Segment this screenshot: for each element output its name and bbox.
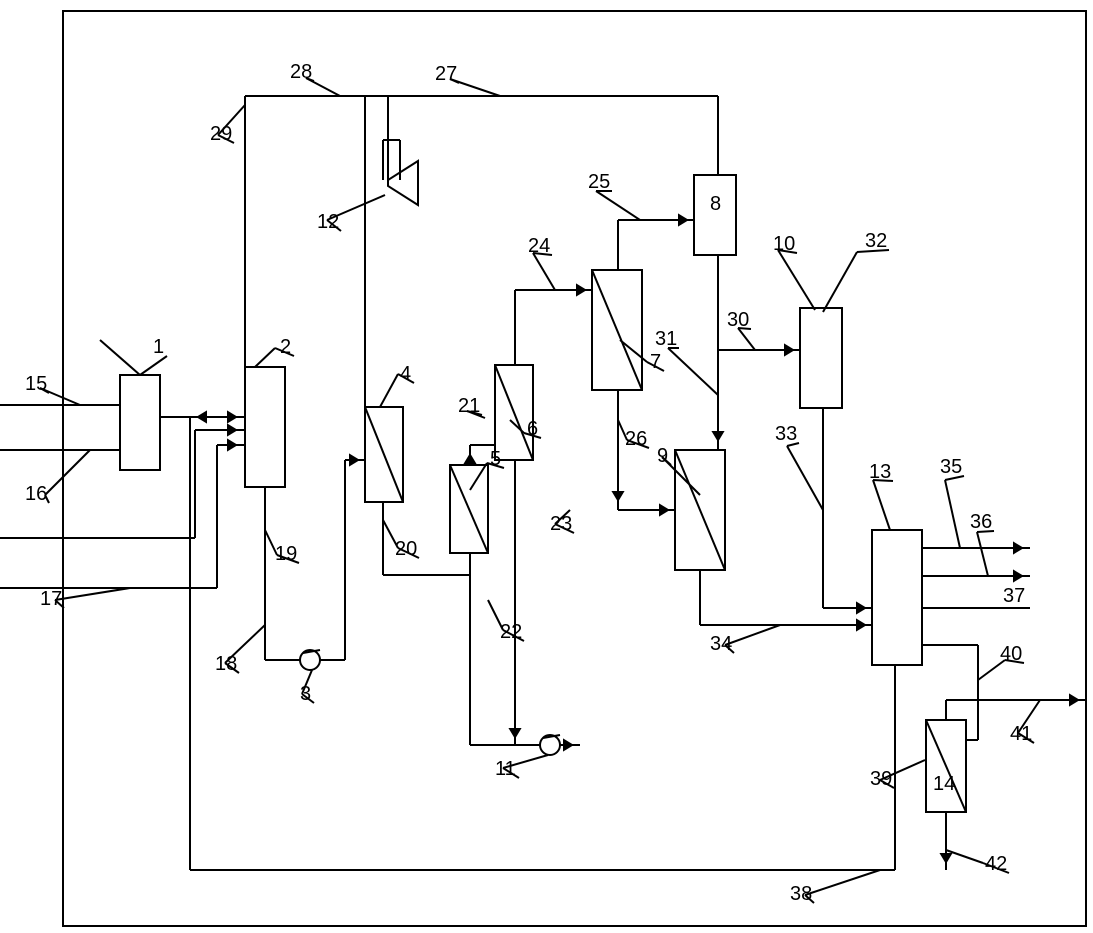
svg-text:24: 24 (528, 235, 550, 257)
svg-text:26: 26 (625, 428, 647, 450)
svg-text:11: 11 (495, 758, 516, 780)
svg-text:28: 28 (290, 61, 312, 83)
label-28: 28 (290, 61, 340, 96)
svg-text:21: 21 (458, 395, 480, 417)
svg-text:42: 42 (985, 853, 1007, 875)
label-26: 26 (618, 420, 649, 450)
unit-b1 (120, 375, 160, 470)
label-3: 3 (300, 670, 314, 705)
label-40: 40 (978, 643, 1024, 680)
label-15: 15 (25, 373, 80, 405)
svg-text:34: 34 (710, 633, 732, 655)
label-16: 16 (25, 450, 90, 505)
label-17: 17 (40, 588, 130, 610)
label-38: 38 (790, 870, 880, 905)
label-14: 14 (933, 773, 955, 795)
svg-text:2: 2 (280, 336, 291, 358)
label-34: 34 (710, 625, 780, 655)
label-33: 33 (775, 423, 823, 510)
svg-text:19: 19 (275, 543, 297, 565)
label-31: 31 (655, 328, 718, 395)
svg-text:35: 35 (940, 456, 962, 478)
svg-text:4: 4 (400, 363, 411, 385)
svg-text:36: 36 (970, 511, 992, 533)
unit-b2 (245, 367, 285, 487)
svg-text:15: 15 (25, 373, 47, 395)
label-24: 24 (528, 235, 555, 290)
label-35: 35 (940, 456, 964, 548)
label-30: 30 (727, 309, 755, 350)
svg-text:12: 12 (317, 211, 339, 233)
svg-text:39: 39 (870, 768, 892, 790)
svg-text:13: 13 (869, 461, 891, 483)
svg-text:38: 38 (790, 883, 812, 905)
label-42: 42 (946, 850, 1009, 875)
svg-text:8: 8 (710, 193, 721, 215)
label-4: 4 (380, 363, 414, 407)
svg-text:27: 27 (435, 63, 457, 85)
svg-text:37: 37 (1003, 585, 1025, 607)
label-23: 23 (550, 510, 574, 535)
label-8: 8 (710, 193, 721, 215)
unit-b8 (694, 175, 736, 255)
svg-text:9: 9 (657, 445, 668, 467)
svg-text:5: 5 (490, 448, 501, 470)
svg-text:40: 40 (1000, 643, 1022, 665)
svg-text:20: 20 (395, 538, 417, 560)
label-19: 19 (265, 530, 299, 565)
label-22: 22 (488, 600, 524, 643)
svg-text:22: 22 (500, 621, 522, 643)
svg-text:31: 31 (655, 328, 677, 350)
label-12: 12 (317, 195, 385, 233)
label-29: 29 (210, 105, 245, 145)
svg-text:18: 18 (215, 653, 237, 675)
label-13: 13 (869, 461, 893, 530)
svg-text:32: 32 (865, 230, 887, 252)
label-39: 39 (870, 760, 925, 790)
label-1: 1 (100, 336, 167, 375)
svg-text:10: 10 (773, 233, 795, 255)
svg-text:17: 17 (40, 588, 62, 610)
svg-text:33: 33 (775, 423, 797, 445)
svg-text:7: 7 (650, 351, 661, 373)
label-10: 10 (773, 233, 815, 310)
unit-b10 (800, 308, 842, 408)
svg-text:6: 6 (527, 418, 538, 440)
label-41: 41 (1010, 700, 1040, 745)
svg-text:41: 41 (1010, 723, 1032, 745)
label-32: 32 (823, 230, 889, 312)
svg-text:23: 23 (550, 513, 572, 535)
svg-text:16: 16 (25, 483, 47, 505)
unit-b13 (872, 530, 922, 665)
label-37: 37 (1003, 585, 1025, 607)
label-18: 18 (215, 625, 265, 675)
label-25: 25 (588, 171, 640, 220)
svg-text:1: 1 (153, 336, 164, 358)
label-27: 27 (435, 63, 500, 96)
svg-text:3: 3 (300, 683, 311, 705)
svg-text:25: 25 (588, 171, 610, 193)
svg-text:29: 29 (210, 123, 232, 145)
label-21: 21 (458, 395, 485, 418)
svg-text:14: 14 (933, 773, 955, 795)
label-11: 11 (495, 755, 548, 780)
svg-text:30: 30 (727, 309, 749, 331)
label-2: 2 (255, 336, 294, 367)
process-flow-diagram: 1234567891011121314151617181920212223242… (0, 0, 1093, 933)
label-20: 20 (383, 520, 419, 560)
label-36: 36 (970, 511, 994, 576)
